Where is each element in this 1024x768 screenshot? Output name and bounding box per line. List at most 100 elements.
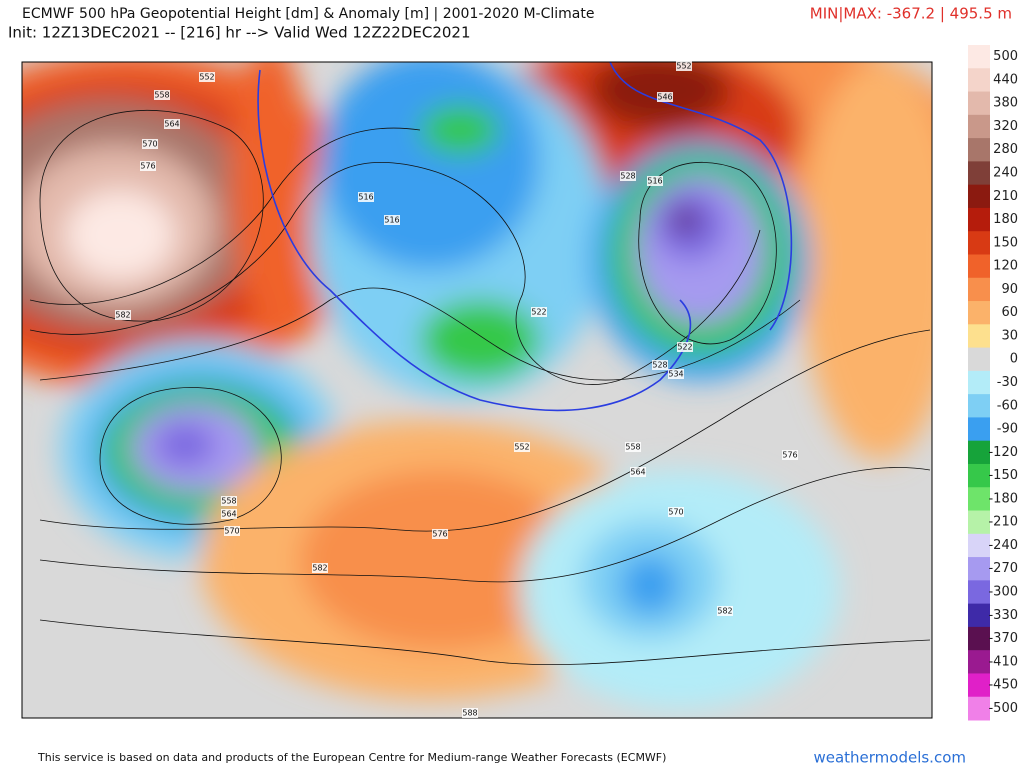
title: ECMWF 500 hPa Geopotential Height [dm] &… <box>22 6 594 22</box>
contour-label: 582 <box>312 564 327 573</box>
colorbar-box <box>968 161 990 186</box>
site: weathermodels.com <box>813 749 966 767</box>
colorbar-label: -500 <box>988 701 1018 716</box>
contour-label-bg <box>625 442 641 452</box>
contour-label-bg <box>221 509 237 519</box>
contour-label: 576 <box>432 530 447 539</box>
colorbar-box <box>968 650 990 674</box>
contour-label-bg <box>630 467 646 477</box>
colorbar-label: -450 <box>988 678 1018 693</box>
colorbar-label: 60 <box>1001 305 1018 320</box>
colorbar-box <box>968 557 990 581</box>
colorbar-label: 180 <box>993 212 1018 227</box>
colorbar-label: -30 <box>997 375 1018 390</box>
colorbar-box <box>968 347 990 372</box>
contour-label: 582 <box>115 311 130 320</box>
contour-label-bg <box>142 139 158 149</box>
contour-label: 552 <box>199 73 214 82</box>
contour-label-bg <box>221 496 237 506</box>
colorbar-label: -410 <box>988 654 1018 669</box>
contour-label-bg <box>312 563 328 573</box>
colorbar-box <box>968 440 990 465</box>
colorbar-box <box>968 91 990 116</box>
colorbar-label: 380 <box>993 96 1018 111</box>
contour-label: 546 <box>657 93 672 102</box>
contour-label-bg <box>717 606 733 616</box>
contour-label: 558 <box>154 91 169 100</box>
colorbar-label: 280 <box>993 142 1018 157</box>
colorbar-label: -90 <box>997 422 1018 437</box>
contour-label: 558 <box>221 497 236 506</box>
contour-label-bg <box>514 442 530 452</box>
colorbar-box <box>968 463 990 488</box>
colorbar-box <box>968 370 990 395</box>
colorbar-box <box>968 580 990 605</box>
contour-label: 552 <box>514 443 529 452</box>
contour-label-bg <box>154 90 170 100</box>
contour-label-bg <box>462 708 478 718</box>
contour-label: 564 <box>164 120 179 129</box>
colorbar-label: 120 <box>993 259 1018 274</box>
contour-label-bg <box>384 215 400 225</box>
contour-label: 564 <box>221 510 236 519</box>
colorbar-box <box>968 254 990 279</box>
colorbar-label: -150 <box>988 468 1018 483</box>
contour-label-bg <box>358 192 374 202</box>
colorbar-label: -270 <box>988 561 1018 576</box>
colorbar-label: 320 <box>993 119 1018 134</box>
contour-label: 522 <box>531 308 546 317</box>
contour-label-bg <box>652 360 668 370</box>
colorbar-label: 210 <box>993 189 1018 204</box>
contour-label: 576 <box>782 451 797 460</box>
contour-label: 588 <box>462 709 477 718</box>
map <box>22 62 932 718</box>
colorbar-label: 30 <box>1001 328 1018 343</box>
contour-label: 516 <box>384 216 399 225</box>
colorbar-box <box>968 696 990 721</box>
subtitle: Init: 12Z13DEC2021 -- [216] hr --> Valid… <box>8 24 471 42</box>
colorbar-box <box>968 533 990 558</box>
colorbar-box <box>968 394 990 418</box>
contour-label-bg <box>432 529 448 539</box>
colorbar-box <box>968 603 990 628</box>
contour-label: 564 <box>630 468 645 477</box>
colorbar-label: -120 <box>988 445 1018 460</box>
colorbar-label: 240 <box>993 166 1018 181</box>
contour-label-bg <box>676 61 692 71</box>
colorbar-label: -60 <box>997 398 1018 413</box>
colorbar-box <box>968 207 990 232</box>
colorbar-box <box>968 510 990 535</box>
contour-label: 576 <box>140 162 155 171</box>
colorbar-box <box>968 231 990 255</box>
contour-label: 552 <box>676 62 691 71</box>
colorbar-box <box>968 114 990 139</box>
colorbar-box <box>968 301 990 325</box>
colorbar-box <box>968 184 990 209</box>
colorbar-label: 440 <box>993 72 1018 87</box>
colorbar-label: 90 <box>1001 282 1018 297</box>
colorbar-box <box>968 68 990 93</box>
colorbar-label: -210 <box>988 515 1018 530</box>
contour-label-bg <box>668 369 684 379</box>
contour-label-bg <box>668 507 684 517</box>
colorbar-box <box>968 417 990 442</box>
colorbar-label: -370 <box>988 631 1018 646</box>
contour-label-bg <box>677 342 693 352</box>
colorbar-box <box>968 324 990 349</box>
colorbar-box <box>968 626 990 651</box>
min-max: MIN|MAX: -367.2 | 495.5 m <box>810 5 1012 23</box>
contour-label: 582 <box>717 607 732 616</box>
contour-label: 570 <box>224 527 239 536</box>
colorbar-box <box>968 138 990 162</box>
contour-label-bg <box>164 119 180 129</box>
credit: This service is based on data and produc… <box>37 751 666 764</box>
contour-label: 528 <box>652 361 667 370</box>
colorbar-box <box>968 45 990 69</box>
colorbar-label: -300 <box>988 584 1018 599</box>
colorbar-box <box>968 487 990 512</box>
colorbar-box <box>968 673 990 698</box>
colorbar-label: -240 <box>988 538 1018 553</box>
colorbar-label: 0 <box>1010 352 1018 367</box>
colorbar-label: -180 <box>988 491 1018 506</box>
